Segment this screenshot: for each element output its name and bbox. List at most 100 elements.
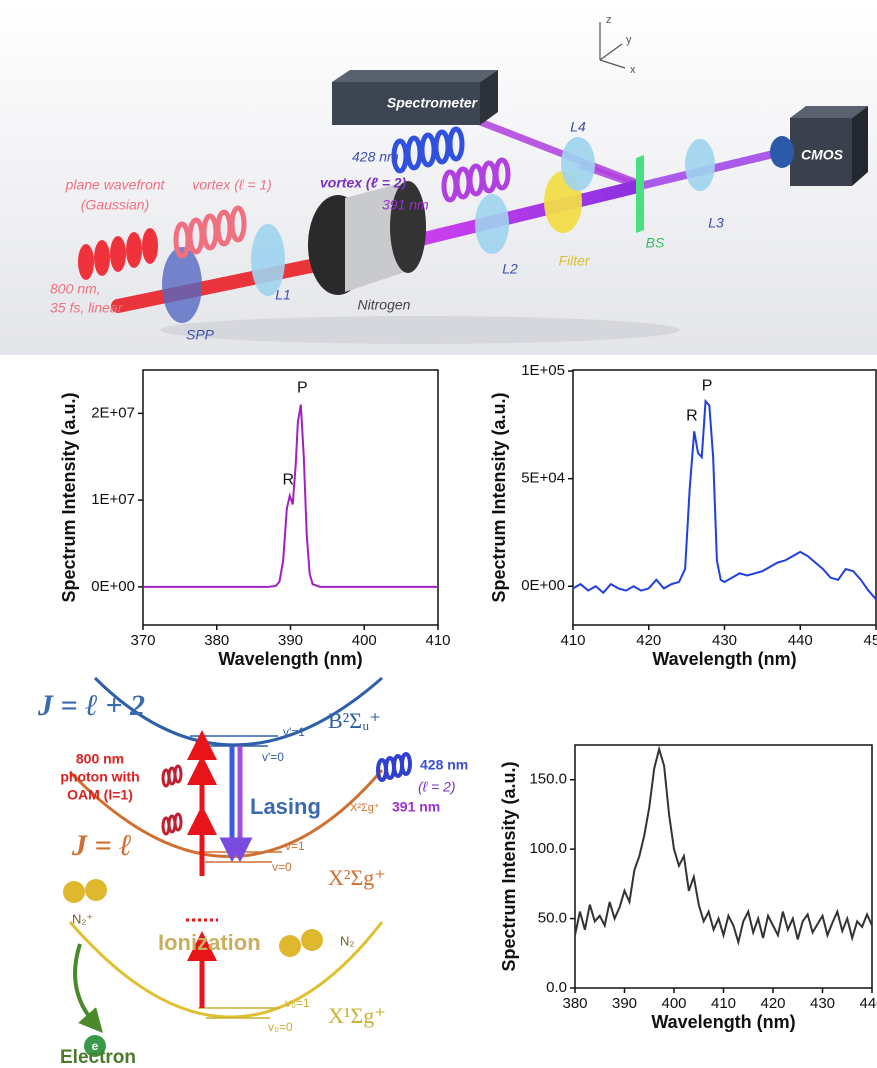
annotation: R [686, 407, 698, 424]
annotation: R [283, 471, 295, 488]
vortex-391 [441, 157, 511, 203]
beam-splitter [636, 155, 644, 233]
x-tick-label: 430 [712, 632, 737, 649]
y-tick-label: 100.0 [529, 840, 567, 857]
y-tick-label: 1E+05 [521, 362, 565, 379]
axes-icon [599, 22, 626, 69]
cmos-label: CMOS [801, 147, 844, 163]
cmos-side [852, 106, 868, 186]
x-tick-label: 370 [130, 632, 155, 649]
x-axis-label: Wavelength (nm) [218, 649, 362, 669]
x-tick-label: 420 [760, 995, 785, 1012]
axis-label: z [606, 14, 612, 26]
label: Electron [60, 1047, 136, 1068]
lens [561, 137, 595, 191]
x-axis-label: Wavelength (nm) [652, 649, 796, 669]
y-tick-label: 0E+00 [521, 577, 565, 594]
vortex-1 [173, 205, 247, 259]
y-tick-label: 2E+07 [91, 404, 135, 421]
label: v₀=1 [285, 996, 310, 1010]
y-tick-label: 150.0 [529, 771, 567, 788]
lens [251, 224, 285, 296]
label: L3 [708, 215, 724, 231]
potential-curve [68, 921, 384, 1019]
label: L1 [275, 287, 291, 303]
label: v₀=0 [268, 1020, 293, 1034]
spp-plate [162, 247, 202, 323]
label: (ℓ = 2) [418, 779, 456, 795]
label: SPP [186, 327, 215, 343]
x-tick-label: 400 [661, 995, 686, 1012]
x-tick-label: 430 [810, 995, 835, 1012]
label: v=0 [272, 860, 292, 874]
setup-diagram: z y x Spectrometer CMOS [0, 0, 877, 355]
axis-label: x [630, 64, 636, 76]
label: X²Σg⁺ [350, 802, 380, 814]
molecule [301, 929, 323, 951]
label: 800 nm, [50, 281, 101, 297]
plane-wavefront [78, 228, 158, 280]
y-tick-label: 50.0 [538, 910, 567, 927]
label: photon with [60, 769, 139, 785]
y-tick-label: 5E+04 [521, 470, 565, 487]
annotation: P [297, 379, 308, 396]
y-axis-label: Spectrum Intensity (a.u.) [489, 392, 509, 602]
x-tick-label: 380 [204, 632, 229, 649]
x-tick-label: 410 [711, 995, 736, 1012]
lens [475, 194, 509, 254]
nitrogen-cell [345, 182, 405, 292]
label: 428 nm [420, 757, 468, 773]
vortex-icon [376, 752, 412, 782]
electron-icon [84, 1035, 106, 1057]
label: N₂⁺ [72, 911, 93, 926]
ionization-arrow [73, 943, 103, 1034]
label: plane wavefront [65, 177, 166, 193]
x-tick-label: 450 [863, 632, 877, 649]
label: J = ℓ + 2 [37, 689, 145, 722]
spectrometer-label: Spectrometer [387, 95, 479, 111]
label: e [92, 1039, 99, 1053]
x-tick-label: 440 [859, 995, 877, 1012]
label: BS [646, 235, 665, 251]
y-tick-label: 1E+07 [91, 491, 135, 508]
label: X²Σg⁺ [328, 865, 386, 890]
label: (Gaussian) [81, 197, 149, 213]
label: v'=0 [262, 750, 284, 764]
label: J = ℓ [71, 829, 132, 862]
y-axis-label: Spectrum Intensity (a.u.) [499, 761, 519, 971]
y-axis-label: Spectrum Intensity (a.u.) [59, 392, 79, 602]
molecule [279, 935, 301, 957]
plot-frame [574, 744, 873, 989]
line [572, 398, 877, 600]
spectrometer-box [332, 82, 480, 125]
cmos-lens [770, 136, 794, 168]
label: B²Σᵤ⁺ [328, 708, 381, 733]
x-tick-label: 390 [612, 995, 637, 1012]
label: vortex (ℓ = 2) [320, 175, 407, 191]
label: 428 nm [352, 149, 399, 165]
x-tick-label: 440 [788, 632, 813, 649]
x-tick-label: 410 [560, 632, 585, 649]
line [574, 745, 873, 947]
label: X¹Σg⁺ [328, 1003, 386, 1028]
molecule [85, 879, 107, 901]
label: 391 nm [382, 197, 429, 213]
x-tick-label: 420 [636, 632, 661, 649]
label: N₂ [340, 933, 354, 948]
axis-label: y [626, 34, 632, 46]
label: vortex (ℓ = 1) [192, 177, 272, 193]
label: v'=1 [283, 725, 305, 739]
annotation: P [702, 377, 713, 394]
label: Nitrogen [358, 297, 411, 313]
x-tick-label: 390 [278, 632, 303, 649]
beam [639, 146, 791, 190]
label: OAM (l=1) [67, 787, 133, 803]
cmos-top [790, 106, 868, 118]
spectrometer-top [332, 70, 498, 82]
y-tick-label: 0.0 [546, 979, 567, 996]
label: Lasing [250, 794, 321, 819]
label: Filter [558, 253, 590, 269]
x-tick-label: 400 [352, 632, 377, 649]
x-tick-label: 380 [562, 995, 587, 1012]
